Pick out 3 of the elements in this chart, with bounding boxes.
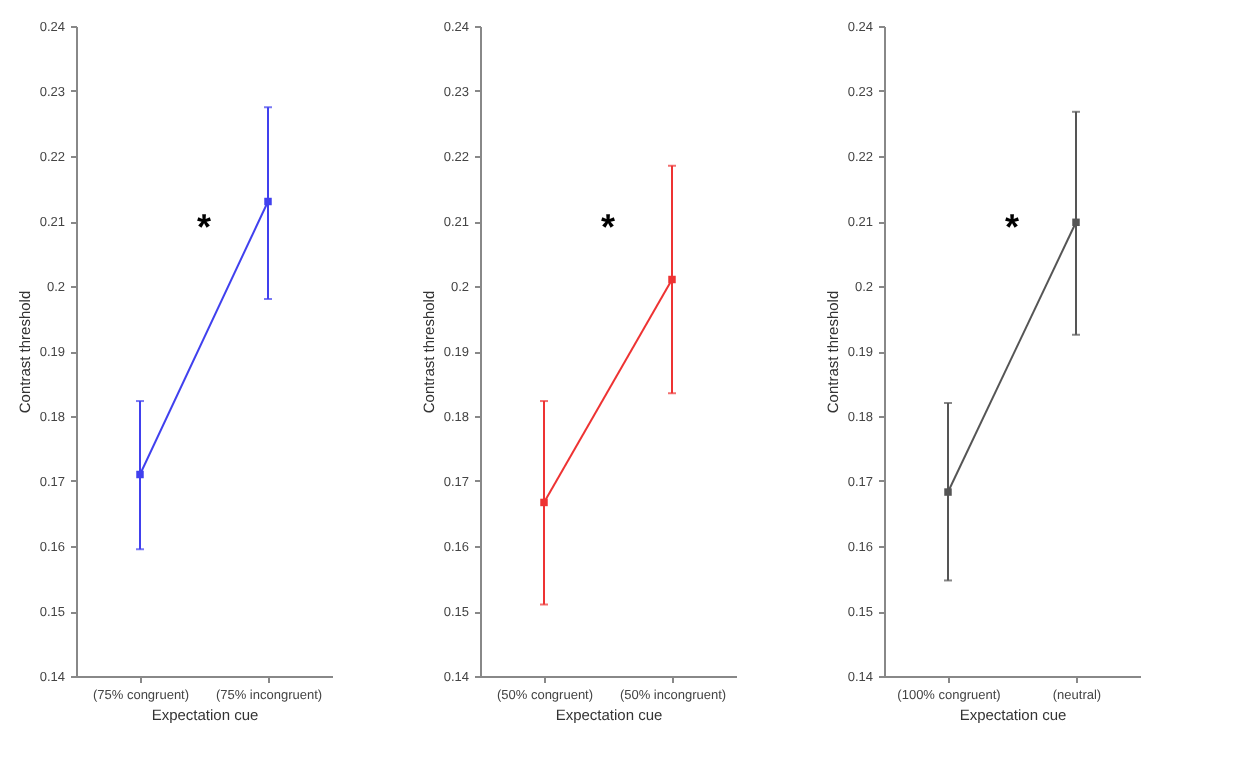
annotation: * xyxy=(600,207,616,247)
annotation: * xyxy=(196,207,212,247)
annotation: * xyxy=(1004,207,1020,247)
